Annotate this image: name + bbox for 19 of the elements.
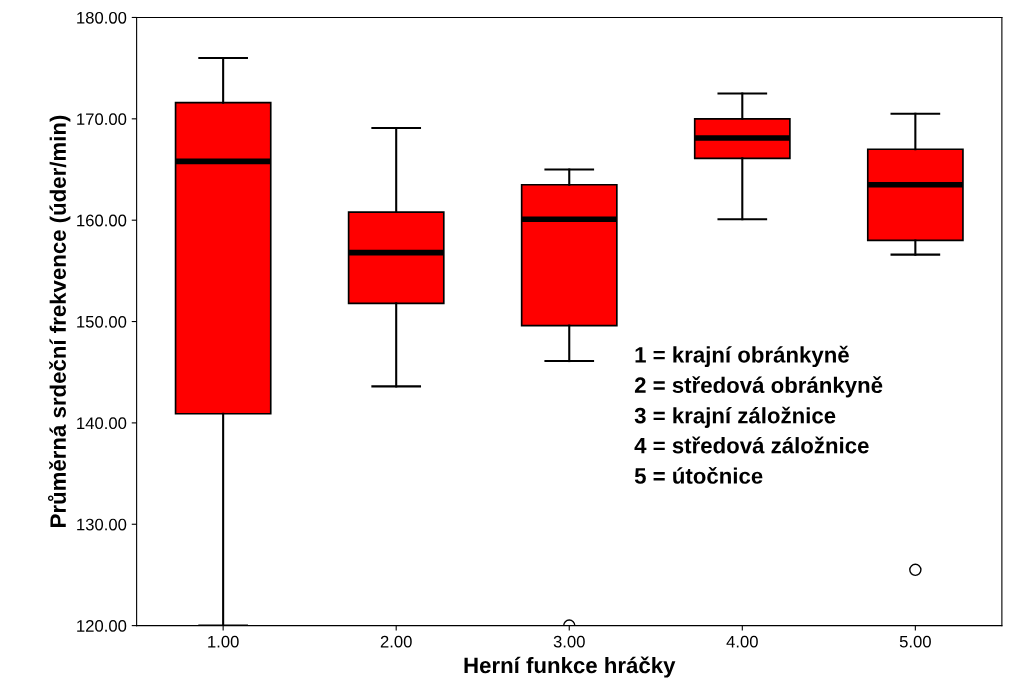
x-tick-label: 5.00 (899, 635, 931, 648)
y-tick-label: 140.00 (77, 417, 127, 430)
x-tick-label: 2.00 (380, 635, 412, 648)
annotation: 4 = středová záložnice (634, 436, 869, 454)
x-tick-label: 3.00 (553, 635, 585, 648)
y-tick-label: 130.00 (77, 518, 127, 531)
annotation: 5 = útočnice (634, 467, 763, 484)
annotation: 1 = krajní obránkyně (635, 345, 849, 368)
x-tick-label: 1.00 (208, 635, 239, 648)
x-tick-label: 4.00 (726, 635, 758, 648)
x-axis-title: Herní funkce hráčky (464, 656, 676, 678)
y-tick-label: 120.00 (77, 620, 127, 632)
annotation: 2 = středová obránkyně (634, 376, 883, 398)
y-tick-label: 180.00 (77, 11, 127, 24)
y-tick-label: 160.00 (77, 214, 127, 227)
y-tick-label: 170.00 (77, 113, 127, 126)
y-axis-title: Průměrná srdeční frekvence (úder/min) (47, 115, 71, 527)
annotation: 3 = krajní záložnice (634, 406, 836, 428)
y-tick-label: 150.00 (77, 315, 127, 328)
